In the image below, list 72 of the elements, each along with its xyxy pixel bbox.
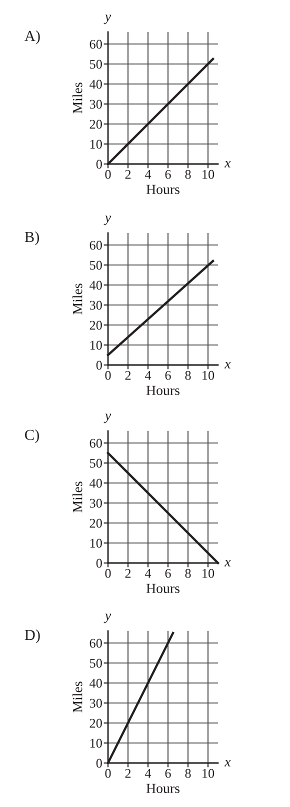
chart-title: B)	[24, 231, 40, 246]
y-tick-label: 0	[96, 160, 102, 169]
chart-title: A)	[24, 30, 40, 44]
y-tick-label: 60	[90, 40, 102, 49]
x-tick-label: 4	[144, 170, 152, 179]
y-tick-label: 60	[90, 638, 102, 648]
y-tick-label: 0	[96, 758, 102, 768]
y-tick-label: 50	[90, 60, 102, 69]
y-tick-label: 20	[90, 518, 102, 528]
text: y	[104, 614, 112, 624]
y-axis-title: Miles	[72, 482, 82, 512]
y-tick-label: 50	[90, 458, 102, 468]
y-tick-label: 40	[90, 280, 102, 290]
y-tick-label: 30	[90, 100, 102, 109]
y-tick-label: 0	[96, 360, 102, 370]
y-tick-label: 30	[90, 300, 102, 310]
y-axis-title: Miles	[72, 284, 82, 314]
x-tick-label: 6	[165, 768, 171, 778]
y-tick-label: 10	[90, 140, 102, 149]
y-axis-title: Miles	[72, 82, 82, 114]
x-tick-label: 8	[185, 568, 191, 578]
x-tick-label: 2	[125, 370, 131, 380]
y-tick-label: 60	[90, 240, 102, 250]
x-tick-label: 6	[165, 170, 171, 179]
y-tick-label: 0	[96, 558, 102, 568]
text: y	[104, 414, 112, 424]
text: x	[224, 160, 231, 168]
y-axis-title: Miles	[72, 682, 82, 712]
x-tick-label: 4	[144, 371, 152, 380]
x-tick-label: 6	[165, 370, 171, 380]
y-tick-label: 10	[90, 538, 102, 548]
x-axis-title: Hours	[146, 584, 180, 594]
text: x	[224, 362, 231, 368]
x-tick-label: 10	[202, 768, 214, 778]
x-tick-label: 0	[105, 170, 111, 179]
x-tick-label: 10	[202, 170, 214, 179]
text: x	[224, 760, 231, 766]
x-tick-label: 2	[125, 768, 131, 778]
y-tick-label: 30	[90, 698, 102, 708]
x-tick-label: 8	[185, 768, 191, 778]
x-tick-label: 10	[202, 568, 214, 578]
x-axis-title: Hours	[146, 184, 180, 194]
x-tick-label: 4	[144, 569, 152, 578]
y-tick-label: 20	[90, 120, 102, 129]
x-axis-title: Hours	[146, 784, 180, 794]
y-tick-label: 60	[90, 438, 102, 448]
x-tick-label: 10	[202, 370, 214, 380]
y-tick-label: 30	[90, 498, 102, 508]
chart-title: D)	[24, 629, 40, 644]
x-tick-label: 2	[125, 170, 131, 179]
x-tick-label: 0	[105, 370, 111, 380]
chart-title: C)	[25, 429, 40, 444]
x-tick-label: 4	[144, 769, 152, 778]
x-tick-label: 8	[185, 170, 191, 179]
text: x	[224, 560, 231, 566]
x-tick-label: 2	[125, 568, 131, 578]
x-tick-label: 0	[105, 768, 111, 778]
x-tick-label: 6	[165, 568, 171, 578]
y-tick-label: 50	[90, 658, 102, 668]
x-axis-title: Hours	[146, 386, 180, 396]
y-tick-label: 10	[90, 340, 102, 350]
y-tick-label: 40	[90, 80, 102, 89]
x-tick-label: 8	[185, 370, 191, 380]
x-tick-label: 0	[105, 568, 111, 578]
y-tick-label: 50	[90, 260, 102, 270]
text: y	[104, 14, 112, 24]
y-tick-label: 10	[90, 738, 102, 748]
y-tick-label: 20	[90, 718, 102, 728]
y-tick-label: 20	[90, 320, 102, 330]
text: y	[104, 216, 112, 226]
y-tick-label: 40	[90, 478, 102, 488]
y-tick-label: 40	[90, 678, 102, 688]
